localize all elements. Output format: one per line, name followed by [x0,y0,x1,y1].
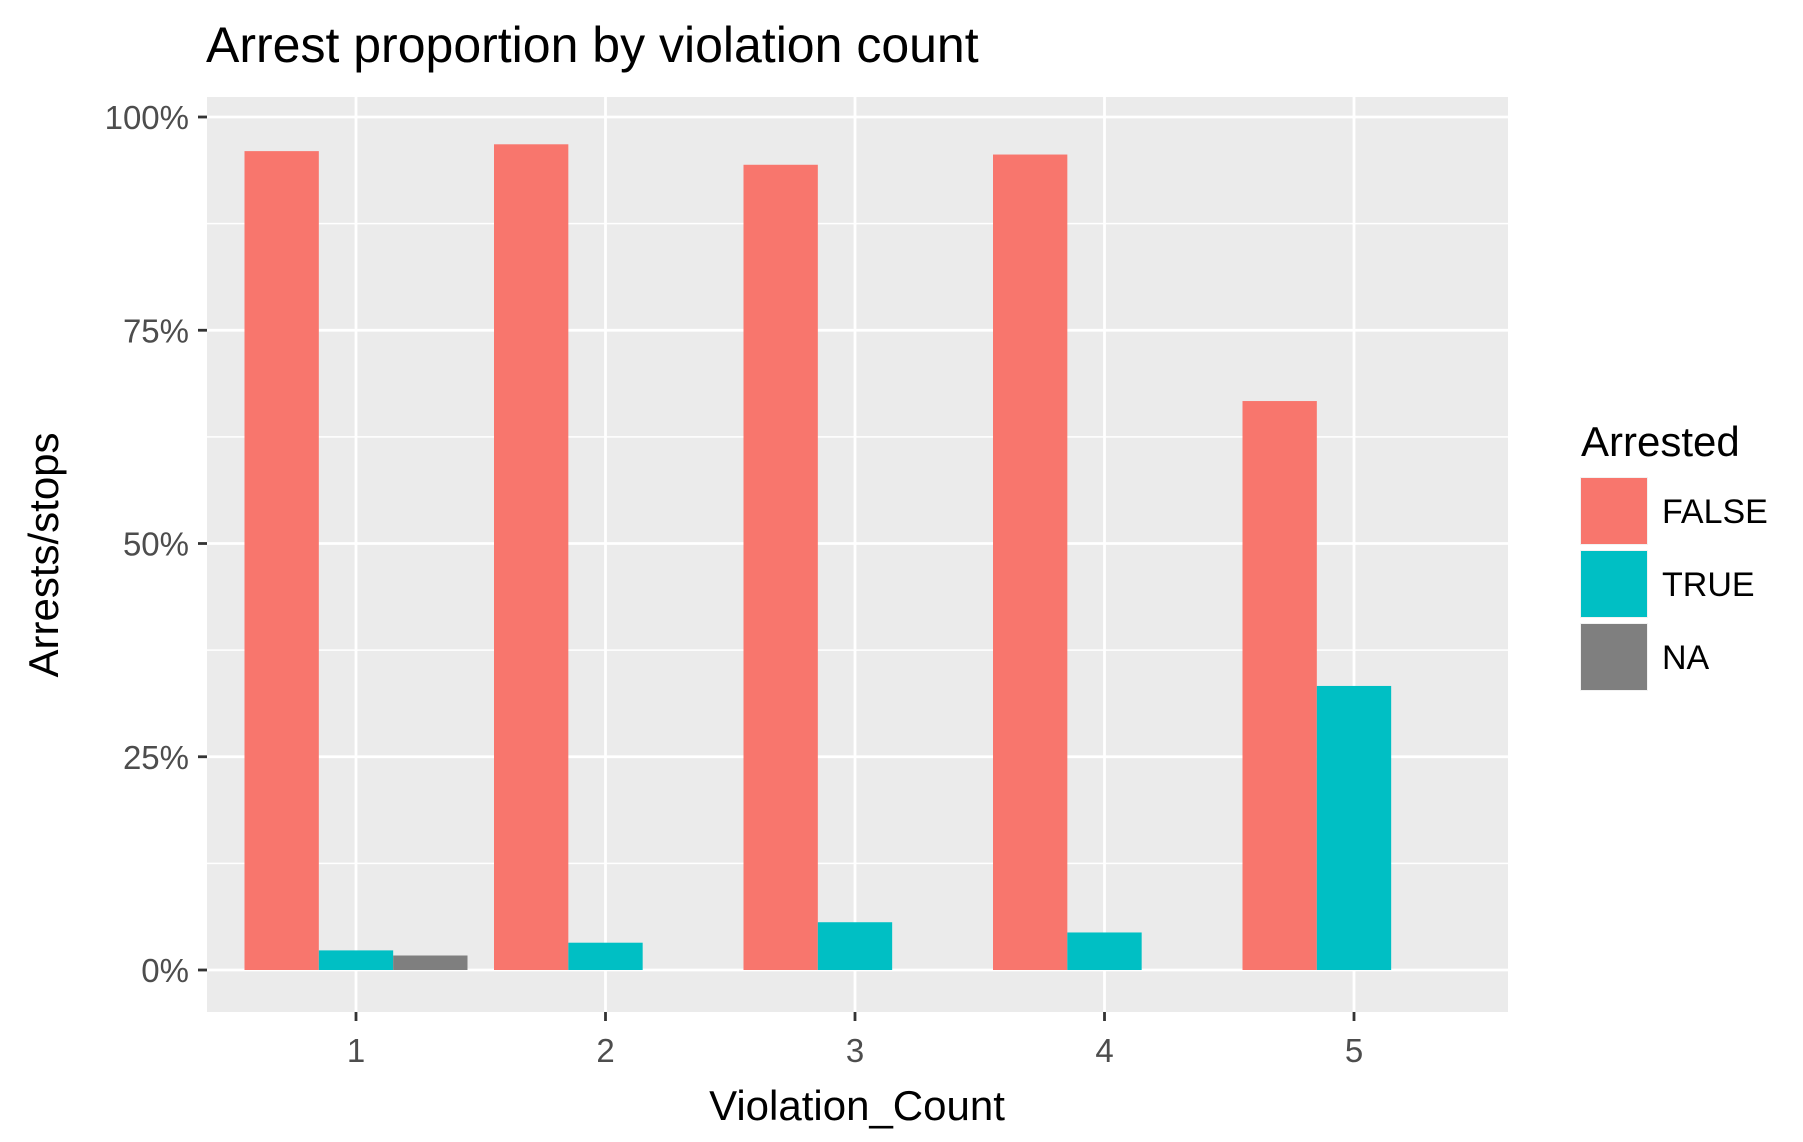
bar-false-4 [993,154,1068,971]
bar-false-1 [244,151,319,970]
x-tick-label: 2 [596,1032,614,1069]
legend-title: Arrested [1581,418,1740,465]
y-tick-label: 75% [123,312,189,349]
bar-true-1 [318,950,394,970]
bar-true-4 [1067,932,1142,970]
bars-layer [244,144,1392,971]
x-tick-label: 3 [846,1032,864,1069]
legend-label-na: NA [1662,639,1710,677]
x-axis-title: Violation_Count [709,1082,1005,1129]
y-tick-label: 0% [141,952,189,989]
y-tick-label: 50% [123,526,189,563]
y-tick-label: 100% [105,99,189,136]
x-tick-label: 5 [1345,1032,1363,1069]
x-tick-label: 4 [1095,1032,1113,1069]
legend-key-na [1581,624,1647,690]
bar-false-5 [1242,401,1317,970]
y-tick-label: 25% [123,739,189,776]
legend-key-false [1581,478,1647,544]
y-axis-title: Arrests/stops [20,432,67,677]
legend-label-true: TRUE [1662,566,1755,604]
bar-false-3 [743,164,818,970]
bar-false-2 [494,144,569,970]
legend: Arrested FALSE TRUE NA [1580,418,1768,691]
bar-true-3 [817,922,893,970]
legend-key-true [1581,551,1647,617]
x-tick-label: 1 [347,1032,365,1069]
axes-layer: 0% 25% 50% 75% 100% 1 2 3 4 5 [105,99,1364,1069]
bar-na-1 [393,955,468,970]
bar-true-5 [1316,685,1392,970]
bar-true-2 [568,942,643,970]
legend-label-false: FALSE [1662,493,1768,531]
chart-title: Arrest proportion by violation count [206,17,979,73]
